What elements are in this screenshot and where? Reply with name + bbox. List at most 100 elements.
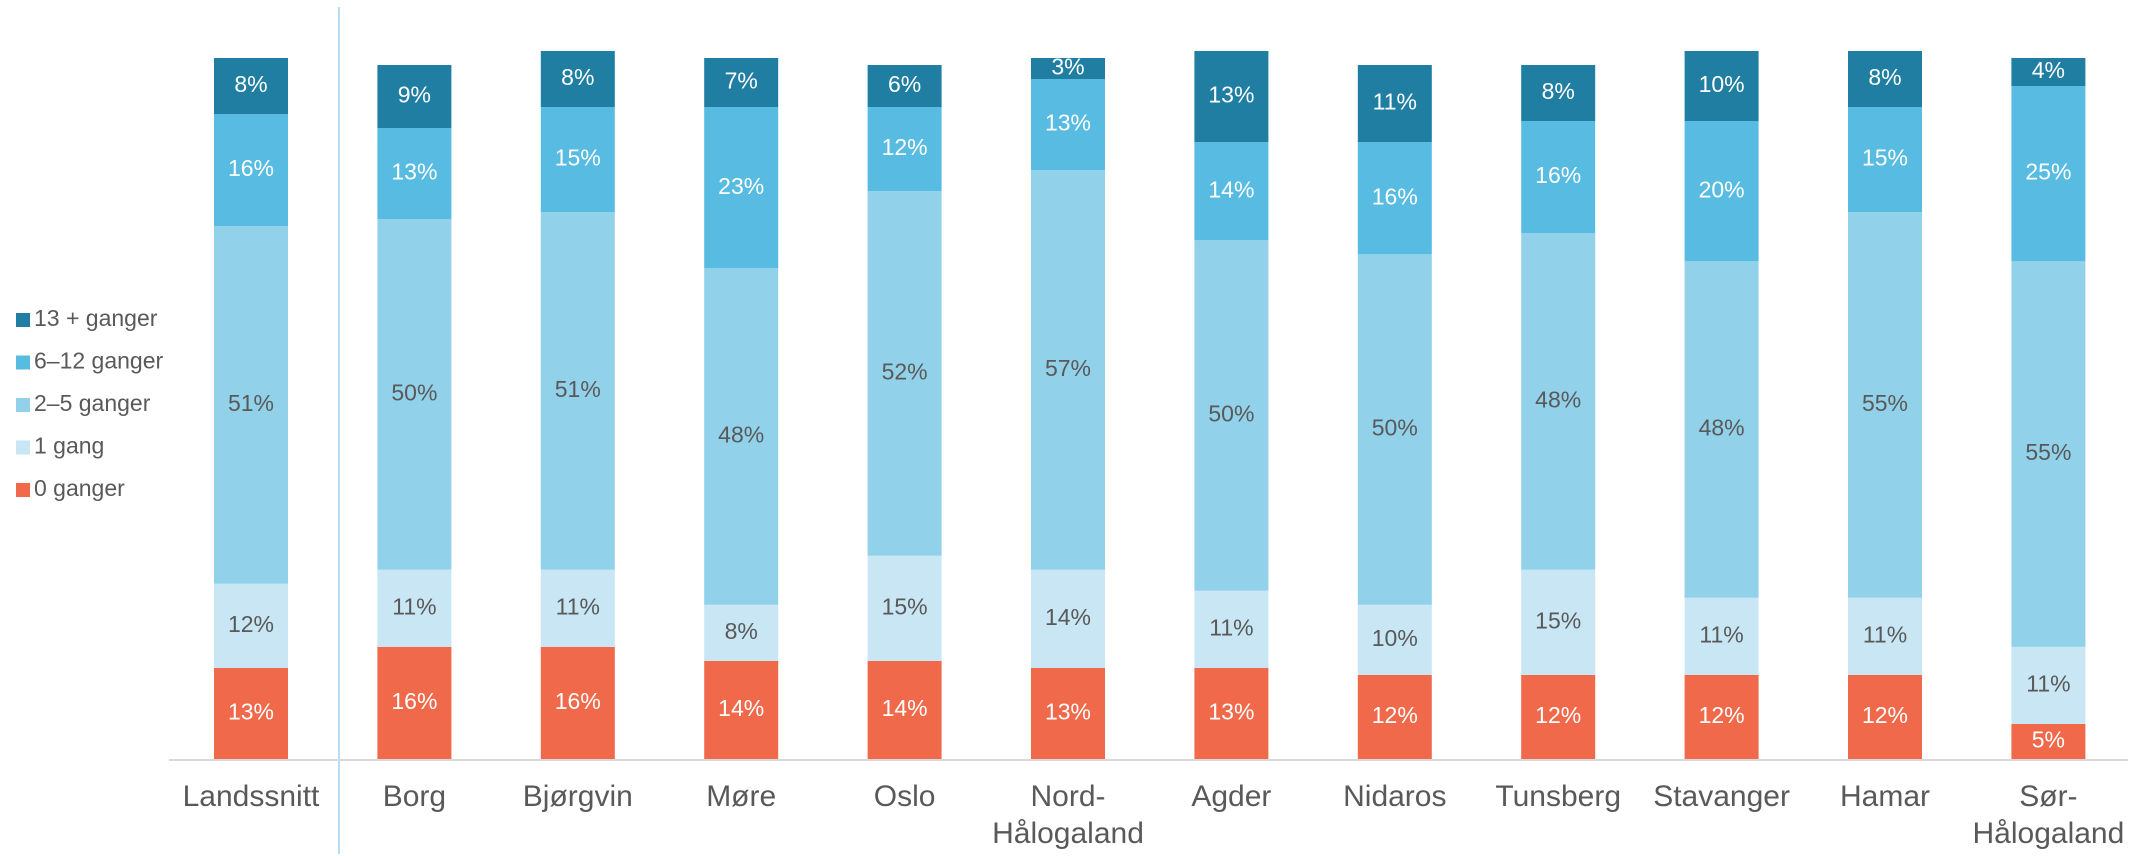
data-label: 12% [882, 134, 928, 160]
bar-segment [867, 65, 942, 108]
bar-segment [1684, 50, 1759, 122]
bar-segment [704, 268, 779, 605]
bar-segment [867, 191, 942, 556]
bar-segment [704, 660, 779, 759]
x-tick-label: Tunsberg [1495, 780, 1621, 813]
x-tick-label: Bjørgvin [523, 780, 633, 813]
bar-segment [1194, 142, 1269, 241]
data-label: 13% [228, 699, 274, 725]
data-label: 11% [1209, 614, 1253, 640]
data-label: 23% [718, 173, 764, 199]
data-label: 48% [1699, 415, 1745, 441]
data-label: 9% [398, 82, 431, 108]
data-label: 12% [1699, 702, 1745, 728]
bar-segment [214, 226, 288, 584]
bar-segment [1031, 79, 1105, 171]
legend-swatch [16, 483, 30, 497]
bar-segment [1357, 254, 1432, 605]
data-label: 50% [1208, 401, 1254, 427]
data-label: 11% [392, 593, 436, 619]
bar-segment [1521, 121, 1596, 234]
bar-segment [1194, 590, 1269, 668]
legend-swatch [16, 355, 30, 370]
bar-segment [1357, 142, 1432, 255]
bar-segment [1848, 597, 1922, 675]
legend-label: 0 ganger [34, 475, 125, 501]
data-label: 25% [2025, 159, 2071, 185]
data-label: 48% [1535, 387, 1581, 413]
data-label: 52% [882, 359, 928, 385]
bar-segment [214, 58, 288, 115]
data-label: 16% [391, 688, 437, 714]
bar-segment [867, 660, 942, 759]
data-label: 13% [391, 159, 437, 185]
data-label: 13% [1208, 82, 1254, 108]
data-label: 51% [555, 376, 601, 402]
data-label: 16% [1372, 183, 1418, 209]
bar-segment [540, 107, 615, 213]
data-label: 12% [228, 611, 274, 637]
legend-label: 2–5 ganger [34, 390, 151, 416]
data-label: 3% [1051, 54, 1084, 80]
bar-segment [540, 569, 615, 647]
x-tick-label: Møre [706, 780, 776, 813]
bar-segment [1031, 58, 1105, 80]
data-label: 10% [1699, 71, 1745, 97]
x-tick-label: Borg [383, 780, 446, 813]
data-label: 13% [1208, 699, 1254, 725]
legend-label: 13 + ganger [34, 305, 158, 331]
bar-segment [377, 65, 452, 129]
data-label: 57% [1045, 355, 1091, 381]
bar-segment [377, 128, 452, 220]
bar-segment [1357, 604, 1432, 675]
bar-segment [2011, 58, 2086, 87]
bar-segment [704, 107, 779, 269]
bar-segment [1848, 674, 1922, 759]
bar-segment [1684, 121, 1759, 262]
bar-segment [540, 50, 615, 108]
data-label: 5% [2032, 727, 2065, 753]
bar-segment [540, 646, 615, 759]
x-tick-label: Oslo [874, 780, 936, 813]
data-label: 12% [1535, 702, 1581, 728]
bar-segment [1848, 107, 1922, 213]
bar-segment [1521, 569, 1596, 675]
data-label: 7% [725, 68, 758, 94]
bar-segment [1684, 597, 1759, 675]
data-label: 50% [391, 380, 437, 406]
x-tick-label: Sør-Hålogaland [1973, 780, 2125, 850]
data-label: 6% [888, 71, 921, 97]
data-label: 8% [561, 64, 594, 90]
legend-swatch [16, 398, 30, 412]
bar-segment [1194, 667, 1269, 759]
bar-segment [1194, 240, 1269, 591]
data-label: 12% [1862, 702, 1908, 728]
bar-segment [1684, 674, 1759, 759]
data-label: 8% [1868, 64, 1901, 90]
data-label: 55% [2025, 439, 2071, 465]
bar-segment [377, 219, 452, 570]
x-tick-label: Nidaros [1343, 780, 1446, 813]
bar-segment [1194, 50, 1269, 143]
data-label: 12% [1372, 702, 1418, 728]
data-label: 8% [1542, 78, 1575, 104]
data-label: 11% [1863, 621, 1907, 647]
x-tick-label: Nord-Hålogaland [992, 780, 1144, 850]
data-label: 16% [228, 155, 274, 181]
data-label: 15% [1862, 145, 1908, 171]
bar-segment [1684, 261, 1759, 598]
bar-segment [1357, 674, 1432, 759]
bar-segment [1521, 233, 1596, 570]
data-label: 14% [1045, 604, 1091, 630]
data-label: 16% [1535, 162, 1581, 188]
data-label: 48% [718, 422, 764, 448]
bar-segment [214, 114, 288, 227]
data-label: 8% [234, 71, 267, 97]
bar-segment [2011, 86, 2086, 262]
data-label: 4% [2032, 57, 2065, 83]
bar-segment [1031, 667, 1105, 759]
data-label: 16% [555, 688, 601, 714]
legend-label: 6–12 ganger [34, 348, 164, 374]
bar-segment [867, 555, 942, 661]
